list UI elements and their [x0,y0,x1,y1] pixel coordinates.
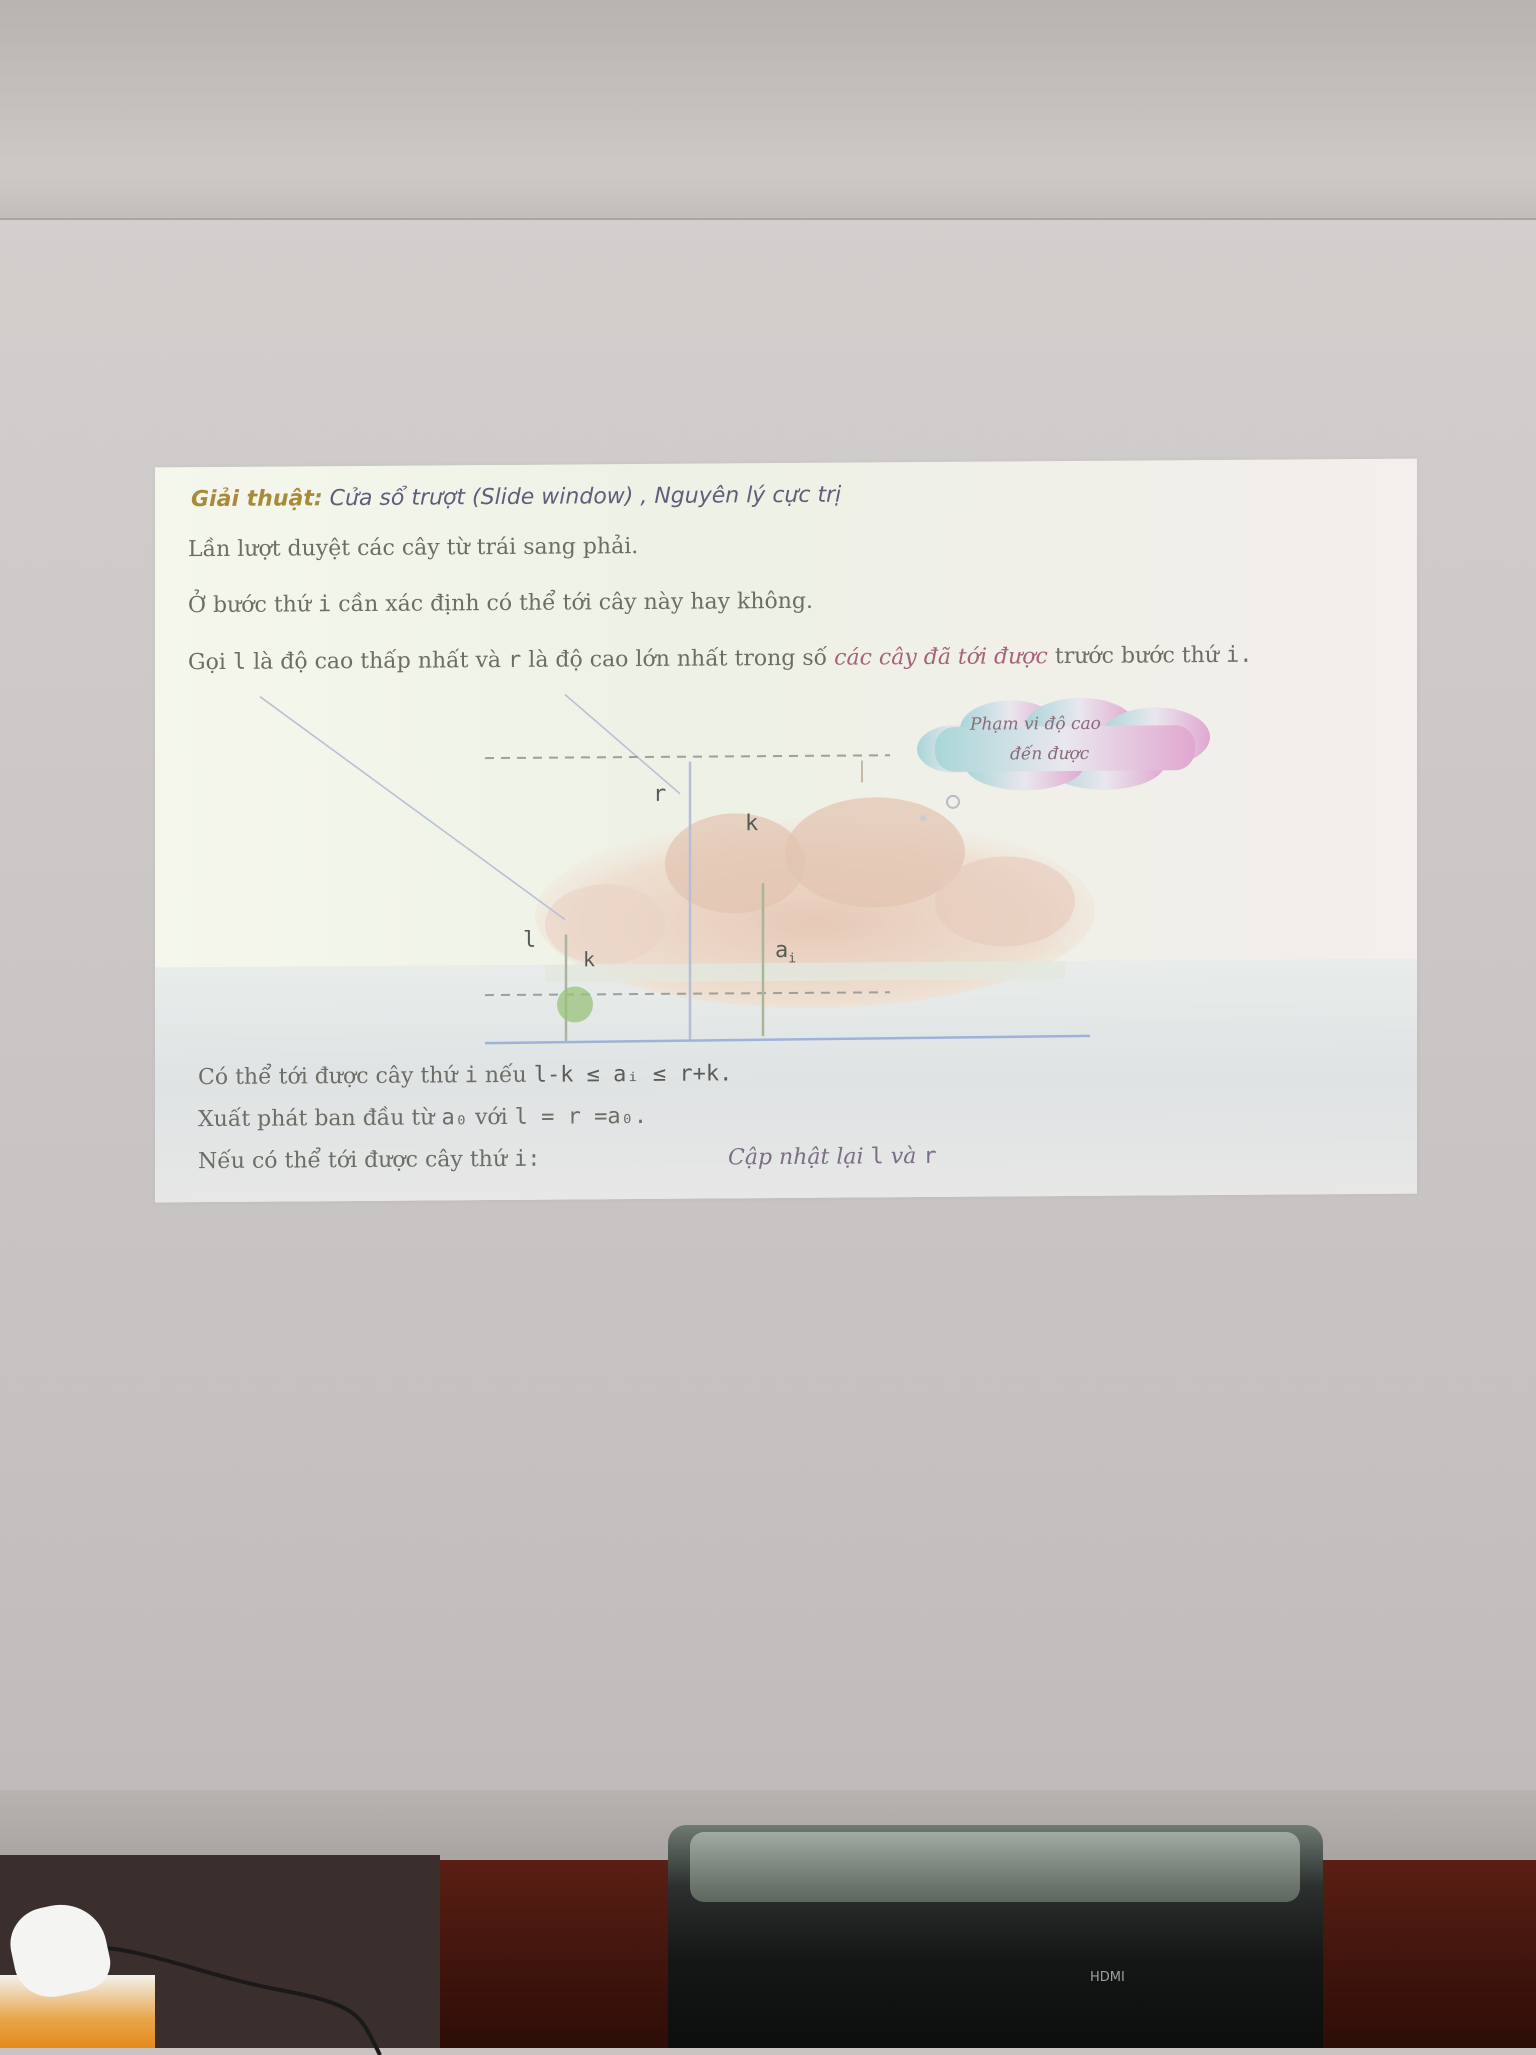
start-line: Xuất phát ban đầu từ a₀ với l = r =a₀. [198,1104,647,1132]
cloud-text-1: Phạm vi độ cao [970,713,1101,735]
label-ai-sub: i [788,951,797,967]
green-marker [557,986,593,1023]
start-var: a₀ [441,1105,468,1131]
island-image [535,797,1095,1008]
ceiling [0,0,1536,220]
update-var: i: [514,1146,541,1172]
cloud-bubble [946,794,960,809]
cond-var-i: i [464,1063,478,1089]
cloud-text-2: đến được [1010,743,1090,765]
condition-line: Có thể tới được cây thứ i nếu l-k ≤ aᵢ ≤… [198,1061,732,1090]
label-k-bottom: k [583,947,596,972]
cloud-bubble-small [920,815,926,822]
cond-b: nếu [484,1062,527,1089]
projector-port-label: HDMI [1090,1970,1125,1985]
update-var-l: l [870,1144,884,1170]
start-a: Xuất phát ban đầu từ [198,1105,435,1133]
update-italic: Cập nhật lại [728,1144,864,1171]
start-b: với [474,1104,508,1131]
ground-line [484,1034,1091,1045]
label-ai-a: a [775,937,789,964]
dashed-line-top [485,754,890,760]
pointer-line-l [259,696,566,921]
diagram [259,693,1091,1045]
projector-top-cover [690,1832,1300,1902]
pointer-line-r [564,693,681,795]
dashed-line-bottom [485,991,890,997]
label-l: l [523,927,537,953]
cond-a: Có thể tới được cây thứ [198,1063,458,1091]
update-action: Cập nhật lại l và r [728,1144,937,1170]
update-and: và [890,1144,917,1170]
thought-cloud [917,697,1210,791]
projected-slide: Giải thuật: Cửa sổ trượt (Slide window) … [155,458,1417,1203]
cable [80,1944,382,2055]
label-r: r [653,781,667,807]
update-line: Nếu có thể tới được cây thứ i: [198,1147,541,1174]
start-formula: l = r =a₀. [514,1103,648,1130]
update-var-r: r [923,1143,937,1170]
label-ai: ai [775,938,796,967]
label-k-top: k [745,811,759,837]
cond-formula: l-k ≤ aᵢ ≤ r+k. [533,1061,733,1088]
update-a: Nếu có thể tới được cây thứ [198,1146,508,1175]
